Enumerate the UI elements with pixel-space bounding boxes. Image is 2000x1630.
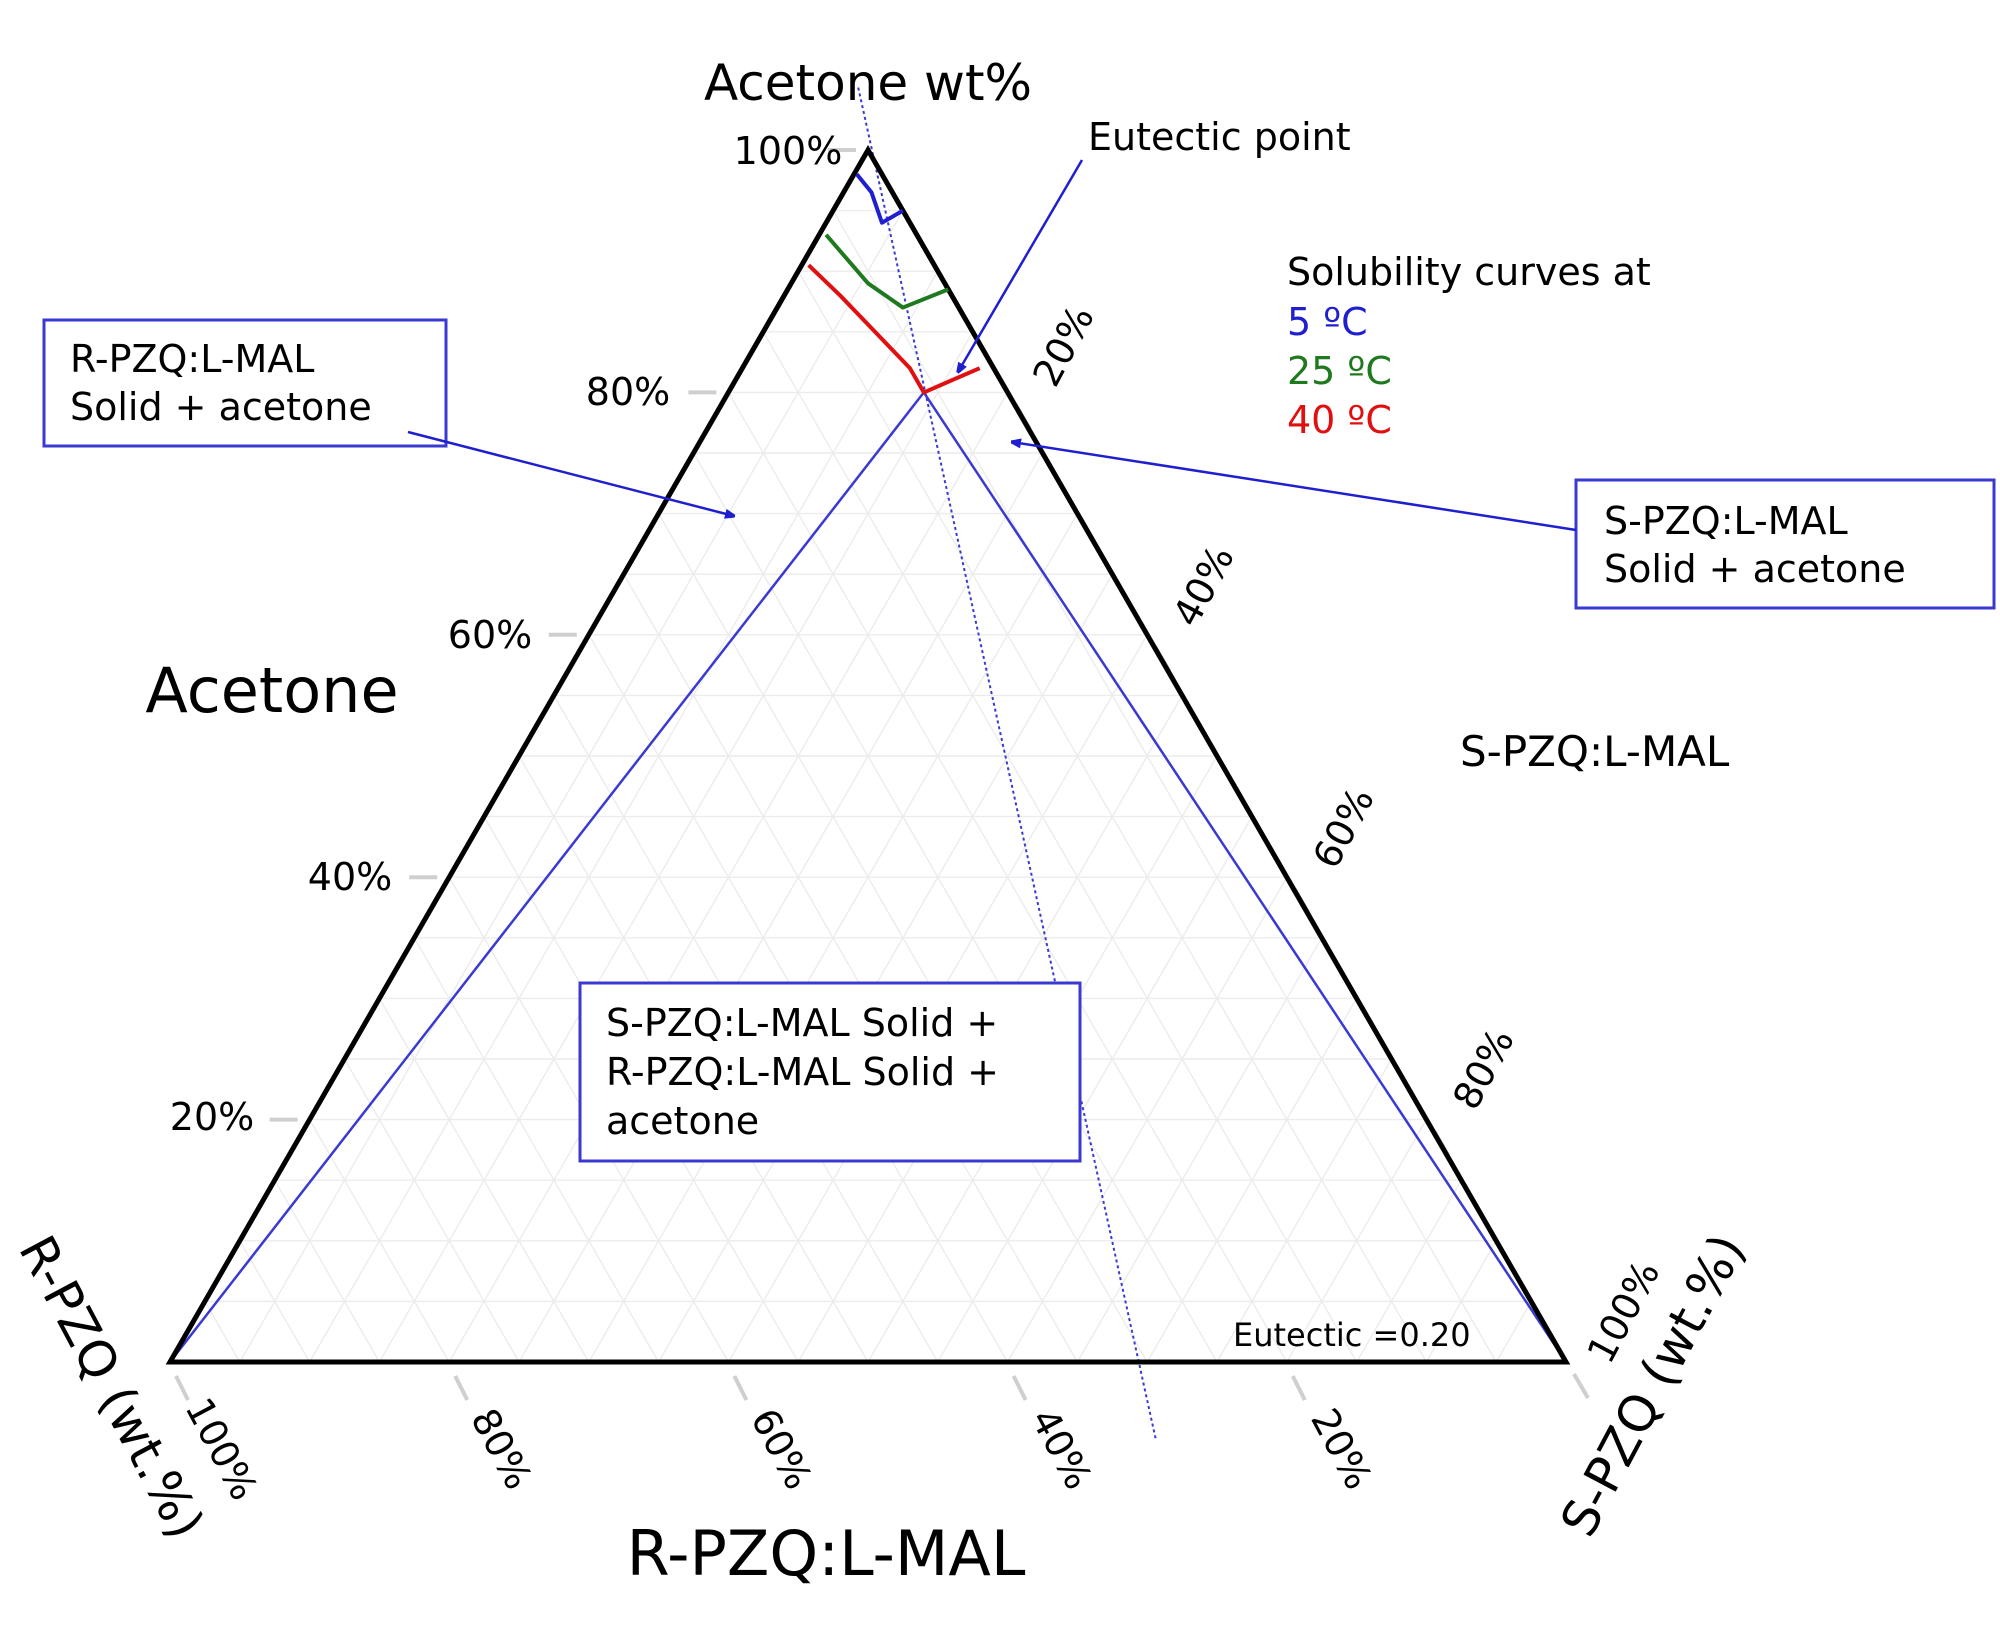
s-corner-label: S-PZQ:L-MAL — [1460, 727, 1730, 776]
grid-line — [1006, 876, 1288, 1363]
solubility-curve-0 — [855, 172, 904, 225]
tick-label-left-4: 20% — [170, 1095, 254, 1139]
grid-line — [692, 452, 1218, 1363]
grid-line — [657, 573, 1113, 1363]
legend-item-5c: 5 ºC — [1287, 300, 1368, 344]
r-solid-region-box — [42, 318, 448, 448]
eutectic-point-arrow — [958, 159, 1084, 372]
axis-title-left: Acetone — [145, 654, 398, 727]
legend-item-40c: 40 ºC — [1287, 398, 1392, 442]
grid-line — [308, 1119, 450, 1363]
tie-line-left — [169, 391, 925, 1363]
tick-label-right-3: 80% — [1444, 1021, 1523, 1116]
tick-mark-bottom — [1011, 1375, 1028, 1401]
tick-mark-right — [1572, 1372, 1590, 1400]
tick-label-bottom-1: 80% — [462, 1401, 541, 1496]
grid-line — [762, 331, 1358, 1363]
solubility-curve-1 — [824, 233, 950, 310]
tick-label-right-2: 60% — [1304, 780, 1383, 875]
grid-line — [832, 210, 1497, 1363]
tick-label-right-1: 40% — [1164, 538, 1243, 633]
r-solid-region-line-1: R-PZQ:L-MAL — [70, 337, 314, 381]
axis-title-bottom: R-PZQ:L-MAL — [627, 1517, 1026, 1590]
legend: Solubility curves at 5 ºC 25 ºC 40 ºC — [1287, 250, 1651, 442]
s-solid-region-arrow — [1012, 442, 1577, 532]
grid-line — [239, 1240, 311, 1363]
grid-line — [1495, 1301, 1532, 1363]
tick-label-bottom-3: 40% — [1022, 1401, 1101, 1496]
grid-line — [378, 331, 974, 1363]
tick-label-bottom-4: 20% — [1302, 1401, 1381, 1496]
legend-item-25c: 25 ºC — [1287, 349, 1392, 393]
tick-label-left-3: 40% — [308, 855, 392, 899]
grid-line — [518, 452, 1044, 1363]
tick-label-bottom-2: 60% — [742, 1401, 821, 1496]
tick-mark-bottom — [174, 1375, 190, 1401]
axis-title-top: Acetone wt% — [704, 54, 1032, 112]
eutectic-value-label: Eutectic =0.20 — [1233, 1316, 1471, 1354]
grid-line — [1076, 937, 1323, 1363]
grid-line — [343, 1058, 520, 1363]
s-solid-region-line-2: Solid + acetone — [1604, 547, 1906, 591]
grid-line — [1146, 998, 1358, 1363]
solubility-curves — [807, 172, 981, 395]
r-solid-region-line-2: Solid + acetone — [70, 385, 372, 429]
three-phase-region-line-2: R-PZQ:L-MAL Solid + — [606, 1050, 999, 1094]
left-tick-labels: 100% 80% 60% 40% 20% — [170, 129, 843, 1139]
three-phase-region-line-3: acetone — [606, 1099, 759, 1143]
r-solid-region-arrow — [407, 430, 734, 516]
s-solid-region-line-1: S-PZQ:L-MAL — [1604, 499, 1848, 543]
tick-label-left-2: 60% — [448, 613, 532, 657]
grid-line — [378, 998, 590, 1363]
legend-title: Solubility curves at — [1287, 250, 1651, 294]
eutectic-point-label: Eutectic point — [1088, 115, 1351, 159]
tick-mark-bottom — [732, 1375, 749, 1401]
grid-line — [1216, 1058, 1393, 1363]
grid-line — [1355, 1179, 1462, 1363]
axis-title-bottom-left: R-PZQ (wt.%) — [7, 1226, 215, 1548]
grid-line — [1286, 1119, 1428, 1363]
grid-line — [413, 937, 660, 1363]
ternary-triangle — [165, 144, 1571, 1365]
bottom-tick-labels: 100% 80% 60% 40% 20% — [177, 1391, 1381, 1508]
solubility-curve-2 — [807, 263, 981, 395]
grid-line — [239, 210, 904, 1363]
grid-line — [623, 573, 1079, 1363]
tick-mark-bottom — [1291, 1375, 1307, 1401]
s-solid-region-box — [1574, 478, 1996, 610]
tick-label-left-0: 100% — [734, 129, 843, 173]
tick-mark-bottom — [453, 1375, 469, 1401]
grid-line — [1425, 1240, 1497, 1363]
grid-line — [937, 816, 1253, 1363]
grid-line — [274, 1179, 381, 1363]
three-phase-region-box — [578, 981, 1082, 1163]
tick-label-right-0: 20% — [1024, 298, 1103, 393]
eutectic-dotted-line — [857, 87, 1157, 1439]
tick-label-left-1: 80% — [586, 370, 670, 414]
three-phase-region-line-1: S-PZQ:L-MAL Solid + — [606, 1001, 998, 1045]
tie-line-right — [922, 391, 1568, 1363]
